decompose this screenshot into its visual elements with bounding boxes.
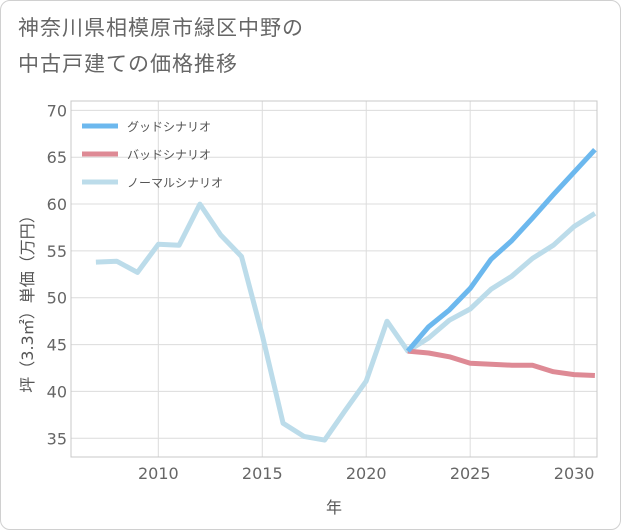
chart-title-line1: 神奈川県相模原市緑区中野の (18, 16, 304, 40)
y-tick-label: 55 (47, 242, 67, 261)
x-tick-label: 2020 (346, 464, 387, 483)
y-tick-label: 35 (47, 429, 67, 448)
legend-label: グッドシナリオ (127, 120, 211, 134)
y-tick-label: 65 (47, 148, 67, 167)
chart-title: 神奈川県相模原市緑区中野の 中古戸建ての価格推移 (18, 10, 578, 82)
series-line-1 (407, 348, 596, 378)
legend-label: ノーマルシナリオ (127, 176, 223, 190)
grid-lines (71, 101, 597, 457)
y-axis-ticks: 35 40 45 50 55 60 65 70 (47, 101, 67, 448)
y-axis-label: 坪（3.3㎡）単価（万円） (18, 207, 37, 392)
x-axis-label: 年 (326, 498, 342, 517)
series-lines (95, 148, 597, 443)
x-tick-label: 2010 (138, 464, 179, 483)
y-tick-label: 45 (47, 336, 67, 355)
chart-title-line2: 中古戸建ての価格推移 (18, 52, 238, 76)
series-line-0 (405, 148, 597, 353)
y-tick-label: 60 (47, 195, 67, 214)
plot-area-border (70, 100, 598, 458)
x-tick-label: 2030 (554, 464, 595, 483)
series-line-2 (95, 201, 597, 443)
x-axis-ticks: 2010 2015 2020 2025 2030 (138, 464, 595, 483)
x-tick-label: 2015 (242, 464, 283, 483)
legend-label: バッドシナリオ (127, 148, 211, 162)
y-tick-label: 70 (47, 101, 67, 120)
y-tick-label: 50 (47, 289, 67, 308)
y-tick-label: 40 (47, 382, 67, 401)
x-tick-label: 2025 (450, 464, 491, 483)
